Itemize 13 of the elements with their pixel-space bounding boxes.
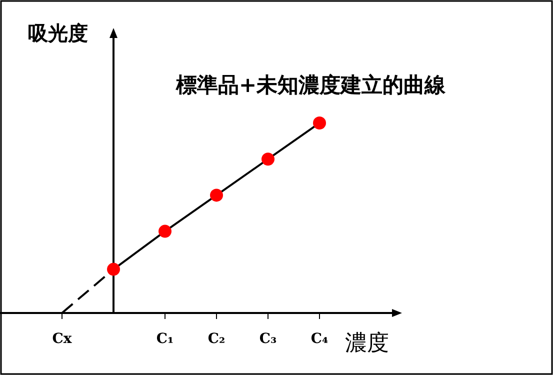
point bbox=[158, 224, 172, 238]
text: 標準品+未知濃度建立的曲線 bbox=[175, 72, 447, 97]
x-tick-label: Cx bbox=[52, 331, 72, 347]
point bbox=[262, 152, 274, 166]
point bbox=[210, 188, 223, 202]
point bbox=[107, 262, 120, 276]
y-axis-title: 吸光度 bbox=[28, 21, 88, 45]
x-axis-title: 濃度 bbox=[345, 331, 389, 356]
point bbox=[313, 116, 326, 130]
x-tick-label: C₂ bbox=[208, 331, 226, 347]
x-tick-label: C₁ bbox=[156, 331, 174, 347]
x-tick-label: C₃ bbox=[259, 331, 277, 347]
x-tick-label: C₄ bbox=[310, 331, 328, 347]
